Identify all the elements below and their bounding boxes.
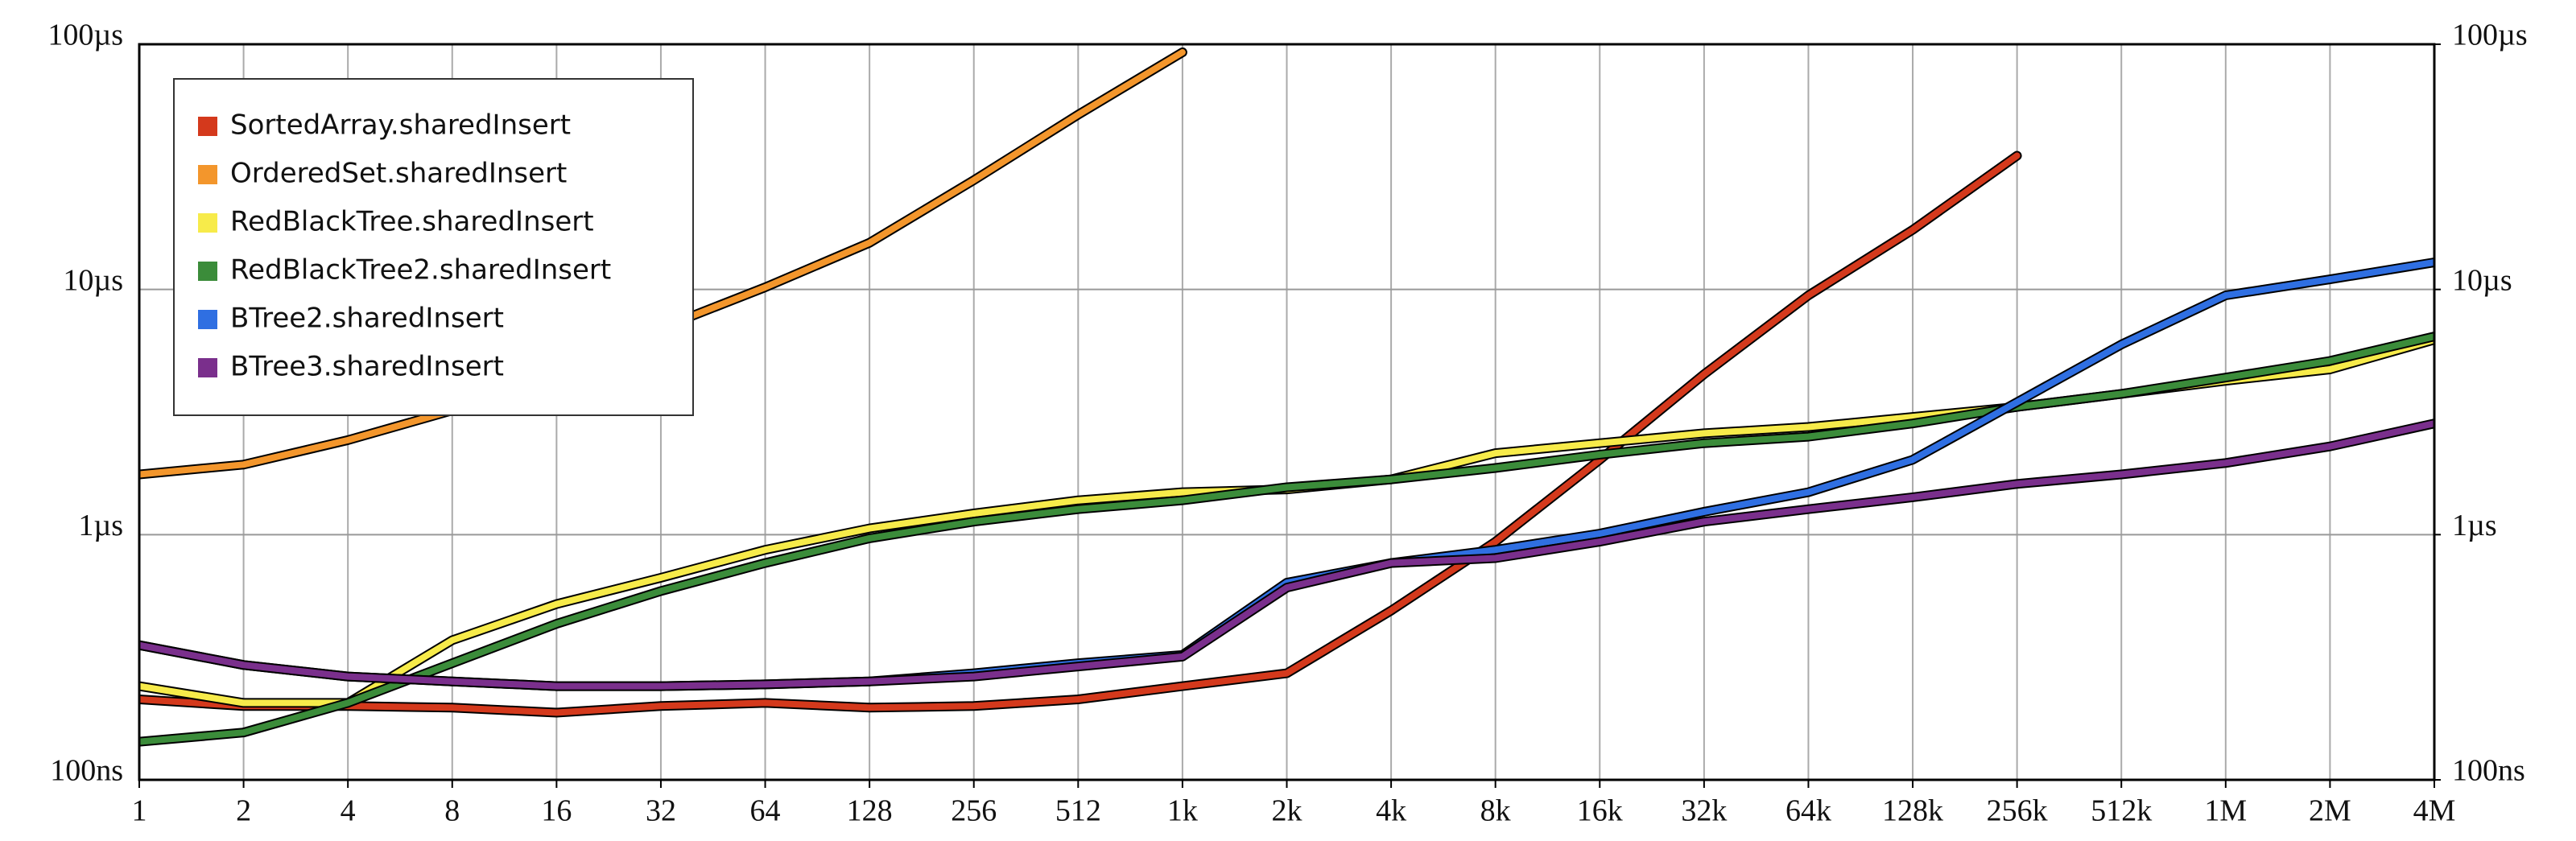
x-tick-label: 2 bbox=[236, 794, 251, 828]
x-tick-label: 32k bbox=[1681, 794, 1727, 828]
x-tick-label: 32 bbox=[646, 794, 676, 828]
x-tick-label: 1k bbox=[1167, 794, 1198, 828]
x-tick-label: 4M bbox=[2413, 794, 2456, 828]
x-tick-label: 8k bbox=[1480, 794, 1511, 828]
legend-swatch bbox=[198, 117, 217, 136]
legend-label: BTree3.sharedInsert bbox=[230, 351, 504, 383]
y2-tick-label: 1µs bbox=[2452, 509, 2497, 542]
y2-tick-label: 10µs bbox=[2452, 263, 2512, 297]
x-tick-label: 1 bbox=[132, 794, 147, 828]
legend-box bbox=[173, 78, 694, 416]
legend-swatch bbox=[198, 165, 217, 184]
legend-swatch bbox=[198, 213, 217, 233]
legend-label: RedBlackTree2.sharedInsert bbox=[230, 254, 611, 287]
x-tick-label: 512 bbox=[1055, 794, 1101, 828]
legend-label: RedBlackTree.sharedInsert bbox=[230, 206, 594, 238]
y2-tick-label: 100ns bbox=[2452, 754, 2525, 788]
x-tick-label: 256k bbox=[1987, 794, 2048, 828]
y2-tick-label: 100µs bbox=[2452, 19, 2528, 52]
y-tick-label: 100ns bbox=[50, 754, 123, 788]
x-tick-label: 8 bbox=[444, 794, 460, 828]
legend-swatch bbox=[198, 358, 217, 377]
legend: SortedArray.sharedInsert OrderedSet.share… bbox=[173, 78, 694, 416]
x-tick-label: 64k bbox=[1785, 794, 1831, 828]
legend-swatch bbox=[198, 262, 217, 281]
y-tick-label: 1µs bbox=[78, 509, 123, 542]
legend-label: SortedArray.sharedInsert bbox=[230, 109, 571, 142]
x-tick-label: 2M bbox=[2309, 794, 2351, 828]
series-line bbox=[139, 420, 2434, 690]
x-tick-label: 512k bbox=[2091, 794, 2152, 828]
x-tick-label: 4 bbox=[341, 794, 356, 828]
x-tick-label: 256 bbox=[951, 794, 997, 828]
series-line bbox=[139, 152, 2021, 716]
legend-label: OrderedSet.sharedInsert bbox=[230, 158, 567, 190]
y-tick-label: 10µs bbox=[63, 263, 123, 297]
x-tick-label: 128k bbox=[1882, 794, 1943, 828]
x-tick-label: 4k bbox=[1376, 794, 1406, 828]
labels: 1 2 4 8 16 32 64 128 256 512 1k 2k 4k 8k 16k 32k 64k 128k… bbox=[47, 19, 2527, 828]
x-tick-label: 16k bbox=[1577, 794, 1623, 828]
x-tick-label: 1M bbox=[2204, 794, 2247, 828]
x-tick-label: 64 bbox=[750, 794, 781, 828]
legend-swatch bbox=[198, 310, 217, 329]
x-tick-label: 128 bbox=[847, 794, 893, 828]
series-line bbox=[139, 333, 2434, 745]
x-tick-label: 2k bbox=[1272, 794, 1302, 828]
legend-label: BTree2.sharedInsert bbox=[230, 303, 504, 335]
y-tick-label: 100µs bbox=[47, 19, 123, 52]
x-tick-label: 16 bbox=[541, 794, 572, 828]
